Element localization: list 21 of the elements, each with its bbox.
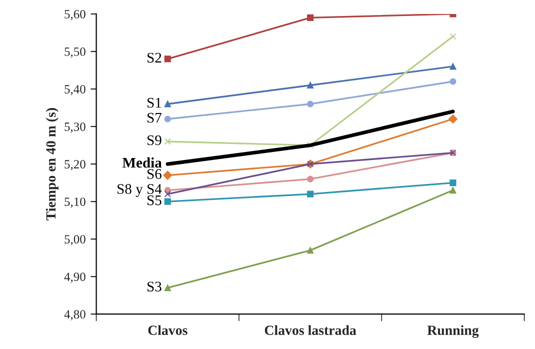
series-label: S6 bbox=[148, 169, 162, 179]
y-tick-label: 5,40 bbox=[64, 85, 86, 96]
series-label: S9 bbox=[148, 135, 162, 146]
series-label: S1 bbox=[148, 98, 162, 108]
x-tick-label: Clavos lastrada bbox=[264, 325, 356, 335]
y-tick-label: 5,30 bbox=[64, 122, 86, 133]
y-tick-label: 4,90 bbox=[64, 272, 86, 283]
series-label: S2 bbox=[148, 52, 162, 63]
y-tick-label: 5,50 bbox=[64, 48, 86, 58]
y-axis-title: Tiempo en 40 m (s) bbox=[46, 108, 58, 220]
series-label: S7 bbox=[148, 112, 162, 123]
y-tick-label: 5,10 bbox=[64, 198, 86, 208]
series-label: S3 bbox=[148, 282, 162, 292]
series-label: Media bbox=[122, 157, 162, 168]
y-tick-label: 5,60 bbox=[64, 10, 86, 20]
x-tick-label: Running bbox=[427, 325, 479, 338]
x-tick-label: Clavos bbox=[148, 325, 188, 335]
series-label: S5 bbox=[148, 195, 162, 206]
y-tick-label: 5,20 bbox=[64, 160, 86, 170]
y-tick-label: 5,00 bbox=[64, 235, 86, 246]
y-tick-label: 4,80 bbox=[64, 310, 86, 320]
